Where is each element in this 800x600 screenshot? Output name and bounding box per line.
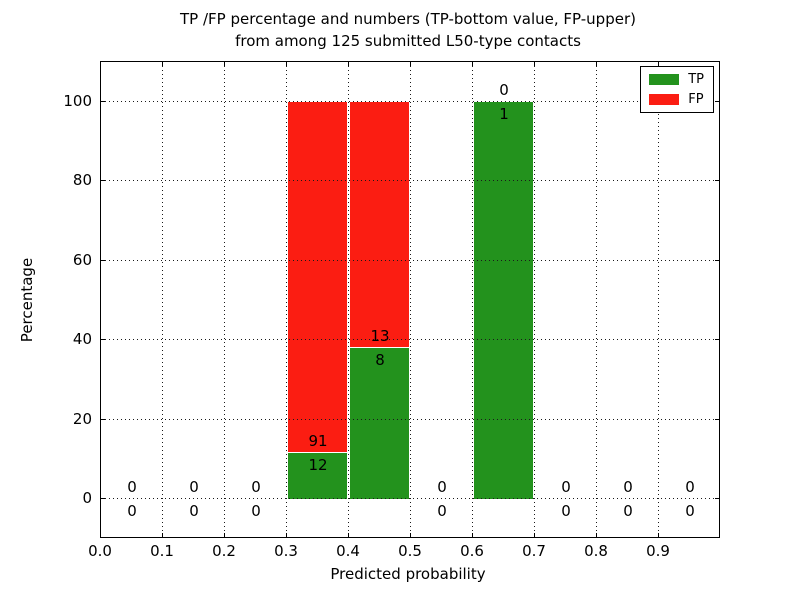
chart-title-line-2: from among 125 submitted L50-type contac… [235,32,581,50]
x-tick-bottom-0.6 [472,533,473,537]
bar-tp-bin-0.3 [288,452,347,500]
x-tick-label-0.0: 0.0 [88,542,112,560]
y-tick-label-80: 80 [72,171,92,190]
fp-count-label-bin-0.9: 0 [685,478,695,497]
fp-legend-swatch [649,94,680,105]
x-tick-top-0.1 [162,62,163,66]
x-tick-top-0.8 [596,62,597,66]
y-tick-label-60: 60 [72,250,92,269]
x-tick-bottom-0.3 [286,533,287,537]
x-tick-top-0.5 [410,62,411,66]
x-tick-bottom-0.1 [162,533,163,537]
x-tick-bottom-0.8 [596,533,597,537]
gridline-v-0.8 [596,62,597,537]
chart-title-line-1: TP /FP percentage and numbers (TP-bottom… [180,10,636,28]
x-tick-label-0.3: 0.3 [274,542,298,560]
y-tick-left-100 [101,100,105,102]
gridline-v-0.2 [224,62,225,537]
bar-fp-bin-0.3 [288,101,347,452]
tp-legend-swatch [649,74,680,85]
fp-count-label-bin-0: 0 [127,478,137,497]
y-tick-left-80 [101,180,105,182]
y-tick-right-60 [715,259,719,261]
x-tick-bottom-0.5 [410,533,411,537]
x-tick-label-0.8: 0.8 [584,542,608,560]
x-axis-label: Predicted probability [330,565,486,583]
x-tick-label-0.4: 0.4 [336,542,360,560]
x-tick-top-0.9 [658,62,659,66]
tp-count-label-bin-0.1: 0 [189,502,199,521]
fp-legend-label: FP [688,92,704,107]
x-tick-bottom-0.9 [658,533,659,537]
fp-count-label-bin-0.2: 0 [251,478,261,497]
tp-count-label-bin-0.4: 8 [375,350,385,369]
tp-count-label-bin-0: 0 [127,502,137,521]
x-tick-top-0 [100,62,101,66]
plot-area: TP FP 0 0 0 0 0 0 91 12 13 8 0 0 0 1 0 0 0 0 0 0 [100,61,720,538]
x-tick-bottom-0.4 [348,533,349,537]
tp-count-label-bin-0.6: 1 [499,104,509,123]
x-tick-top-0.6 [472,62,473,66]
legend: TP FP [640,66,714,113]
x-tick-top-0.4 [348,62,349,66]
bar-tp-bin-0.4 [350,347,409,500]
y-tick-right-40 [715,339,719,341]
tp-count-label-bin-0.8: 0 [623,502,633,521]
x-tick-label-0.1: 0.1 [150,542,174,560]
fp-count-label-bin-0.4: 13 [370,326,390,345]
gridline-v-0.4 [348,62,349,537]
y-tick-left-20 [101,418,105,420]
x-tick-label-0.5: 0.5 [398,542,422,560]
fp-count-label-bin-0.5: 0 [437,478,447,497]
gridline-v-0.6 [472,62,473,537]
y-tick-label-0: 0 [82,489,92,508]
y-tick-label-20: 20 [72,409,92,428]
tp-count-label-bin-0.9: 0 [685,502,695,521]
fp-count-label-bin-0.1: 0 [189,478,199,497]
y-tick-right-0 [715,498,719,500]
x-tick-label-0.2: 0.2 [212,542,236,560]
tp-count-label-bin-0.7: 0 [561,502,571,521]
x-tick-top-0.2 [224,62,225,66]
x-tick-label-0.6: 0.6 [460,542,484,560]
gridline-v-0.3 [286,62,287,537]
y-tick-left-40 [101,339,105,341]
bar-tp-bin-0.6 [474,101,533,500]
x-tick-bottom-0.2 [224,533,225,537]
y-tick-left-60 [101,259,105,261]
tp-legend-label: TP [688,72,704,87]
tp-count-label-bin-0.3: 12 [308,455,328,474]
fp-count-label-bin-0.8: 0 [623,478,633,497]
y-tick-label-100: 100 [63,91,92,110]
gridline-v-0.7 [534,62,535,537]
fp-count-label-bin-0.6: 0 [499,80,509,99]
legend-entry-tp: TP [649,73,704,86]
fp-count-label-bin-0.7: 0 [561,478,571,497]
tp-count-label-bin-0.2: 0 [251,502,261,521]
y-tick-right-80 [715,180,719,182]
x-tick-bottom-0.7 [534,533,535,537]
x-tick-label-0.7: 0.7 [522,542,546,560]
y-tick-left-0 [101,498,105,500]
bar-fp-bin-0.4 [350,101,409,347]
x-tick-top-0.3 [286,62,287,66]
y-tick-right-100 [715,100,719,102]
x-tick-top-0.7 [534,62,535,66]
y-tick-label-40: 40 [72,330,92,349]
x-tick-bottom-0 [100,533,101,537]
gridline-v-0.9 [658,62,659,537]
y-tick-right-20 [715,418,719,420]
gridline-v-0.1 [162,62,163,537]
fp-count-label-bin-0.3: 91 [308,431,328,450]
x-tick-label-0.9: 0.9 [646,542,670,560]
legend-entry-fp: FP [649,93,704,106]
tp-count-label-bin-0.5: 0 [437,502,447,521]
gridline-v-0.5 [410,62,411,537]
